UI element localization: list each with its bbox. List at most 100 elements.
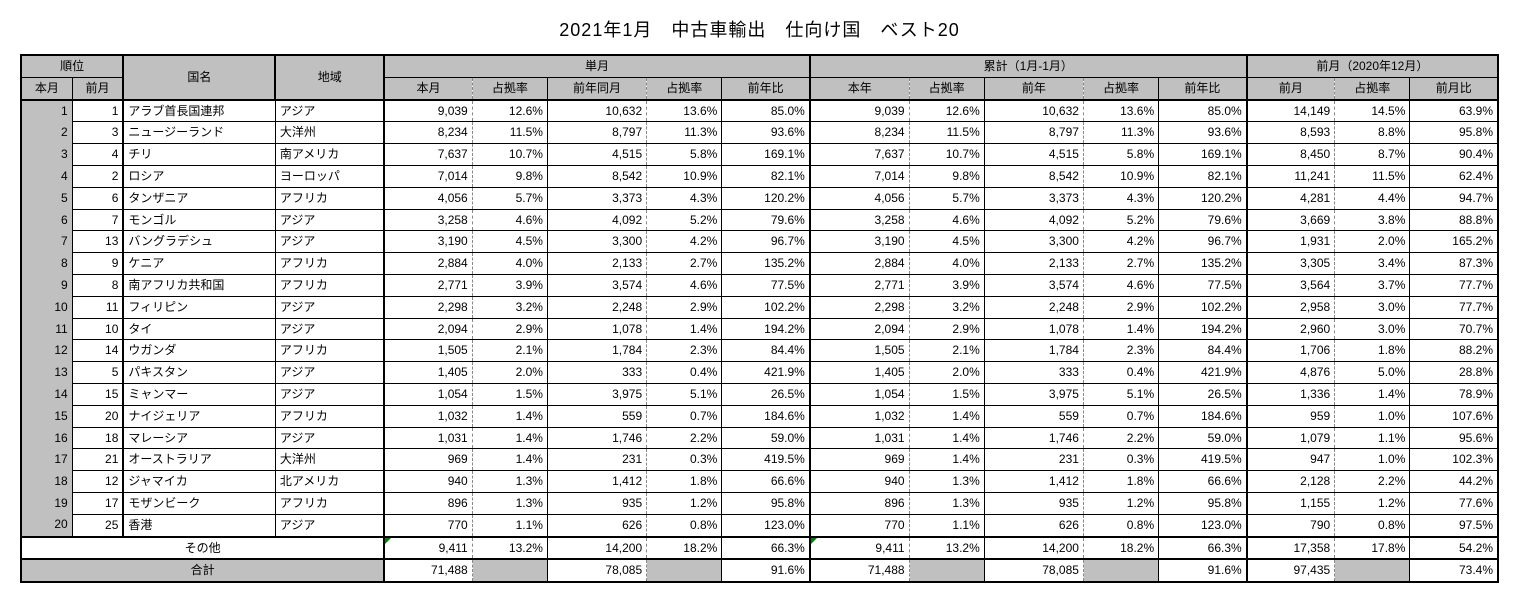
- m-val: 1,505: [384, 340, 472, 362]
- m-ly: 3,574: [547, 274, 646, 296]
- m-yoy: 96.7%: [722, 231, 810, 253]
- c-share: 3.2%: [909, 296, 984, 318]
- p-share: 5.0%: [1335, 362, 1410, 384]
- rank-this: 16: [21, 427, 72, 449]
- c-yoy: 419.5%: [1159, 449, 1247, 471]
- rank-this: 8: [21, 253, 72, 275]
- rank-prev: 6: [72, 187, 123, 209]
- m-yoy: 419.5%: [722, 449, 810, 471]
- hdr-country: 国名: [123, 55, 275, 100]
- c-val: 7,637: [810, 144, 909, 166]
- m-ly: 2,248: [547, 296, 646, 318]
- m-share: 1.3%: [472, 471, 547, 493]
- region: 大洋州: [275, 122, 384, 144]
- p-mom: 90.4%: [1410, 144, 1498, 166]
- c-val: 2,884: [810, 253, 909, 275]
- m-val: 4,056: [384, 187, 472, 209]
- m-ly: 626: [547, 514, 646, 536]
- c-yoy: 102.2%: [1159, 296, 1247, 318]
- page-title: 2021年1月 中古車輸出 仕向け国 ベスト20: [20, 16, 1499, 42]
- m-ly: 8,797: [547, 122, 646, 144]
- c-val: 1,054: [810, 383, 909, 405]
- country: 南アフリカ共和国: [123, 274, 275, 296]
- region: 北アメリカ: [275, 471, 384, 493]
- table-row: 98南アフリカ共和国アフリカ2,7713.9%3,5744.6%77.5%2,7…: [21, 274, 1498, 296]
- m-share: 1.4%: [472, 405, 547, 427]
- m-share: 3.9%: [472, 274, 547, 296]
- m-lys: 13.6%: [647, 100, 722, 122]
- m-yoy: 120.2%: [722, 187, 810, 209]
- m-share: 1.4%: [472, 449, 547, 471]
- c-yoy: 82.1%: [1159, 165, 1247, 187]
- m-ly: 3,975: [547, 383, 646, 405]
- other-cy: 9,411: [810, 537, 909, 560]
- p-val: 1,155: [1247, 492, 1335, 514]
- p-share: 14.5%: [1335, 100, 1410, 122]
- m-yoy: 77.5%: [722, 274, 810, 296]
- p-mom: 70.7%: [1410, 318, 1498, 340]
- p-val: 4,281: [1247, 187, 1335, 209]
- rank-this: 10: [21, 296, 72, 318]
- country: モンゴル: [123, 209, 275, 231]
- m-yoy: 93.6%: [722, 122, 810, 144]
- c-val: 1,505: [810, 340, 909, 362]
- m-yoy: 123.0%: [722, 514, 810, 536]
- c-ly: 3,975: [984, 383, 1083, 405]
- p-mom: 95.6%: [1410, 427, 1498, 449]
- c-ly: 333: [984, 362, 1083, 384]
- country: タイ: [123, 318, 275, 340]
- hdr-c-yoy: 前年比: [1159, 77, 1247, 99]
- p-share: 3.0%: [1335, 318, 1410, 340]
- c-ly: 1,078: [984, 318, 1083, 340]
- p-share: 3.0%: [1335, 296, 1410, 318]
- c-val: 3,258: [810, 209, 909, 231]
- rank-prev: 17: [72, 492, 123, 514]
- rank-this: 9: [21, 274, 72, 296]
- rank-prev: 1: [72, 100, 123, 122]
- p-share: 0.8%: [1335, 514, 1410, 536]
- c-share: 2.9%: [909, 318, 984, 340]
- country: ミャンマー: [123, 383, 275, 405]
- m-ly: 3,300: [547, 231, 646, 253]
- c-ly: 935: [984, 492, 1083, 514]
- m-lys: 2.9%: [647, 296, 722, 318]
- p-share: 8.8%: [1335, 122, 1410, 144]
- m-val: 2,094: [384, 318, 472, 340]
- m-lys: 4.2%: [647, 231, 722, 253]
- c-lys: 13.6%: [1083, 100, 1158, 122]
- rank-prev: 15: [72, 383, 123, 405]
- m-share: 4.6%: [472, 209, 547, 231]
- region: ヨーロッパ: [275, 165, 384, 187]
- p-mom: 77.7%: [1410, 296, 1498, 318]
- rank-prev: 9: [72, 253, 123, 275]
- country: ウガンダ: [123, 340, 275, 362]
- c-yoy: 85.0%: [1159, 100, 1247, 122]
- country: ナイジェリア: [123, 405, 275, 427]
- m-val: 1,032: [384, 405, 472, 427]
- m-share: 5.7%: [472, 187, 547, 209]
- c-ly: 3,373: [984, 187, 1083, 209]
- table-row: 42ロシアヨーロッパ7,0149.8%8,54210.9%82.1%7,0149…: [21, 165, 1498, 187]
- p-val: 8,593: [1247, 122, 1335, 144]
- rank-this: 7: [21, 231, 72, 253]
- m-val: 8,234: [384, 122, 472, 144]
- c-val: 7,014: [810, 165, 909, 187]
- rank-prev: 25: [72, 514, 123, 536]
- m-yoy: 194.2%: [722, 318, 810, 340]
- c-share: 10.7%: [909, 144, 984, 166]
- m-lys: 2.2%: [647, 427, 722, 449]
- p-val: 3,669: [1247, 209, 1335, 231]
- total-pm: 97,435: [1247, 559, 1335, 582]
- other-pms: 17.8%: [1335, 537, 1410, 560]
- c-val: 2,771: [810, 274, 909, 296]
- c-share: 3.9%: [909, 274, 984, 296]
- c-share: 1.4%: [909, 427, 984, 449]
- c-lys: 2.7%: [1083, 253, 1158, 275]
- p-val: 1,336: [1247, 383, 1335, 405]
- m-lys: 2.3%: [647, 340, 722, 362]
- p-mom: 95.8%: [1410, 122, 1498, 144]
- rank-prev: 8: [72, 274, 123, 296]
- c-lys: 2.3%: [1083, 340, 1158, 362]
- c-ly: 4,515: [984, 144, 1083, 166]
- c-lys: 1.4%: [1083, 318, 1158, 340]
